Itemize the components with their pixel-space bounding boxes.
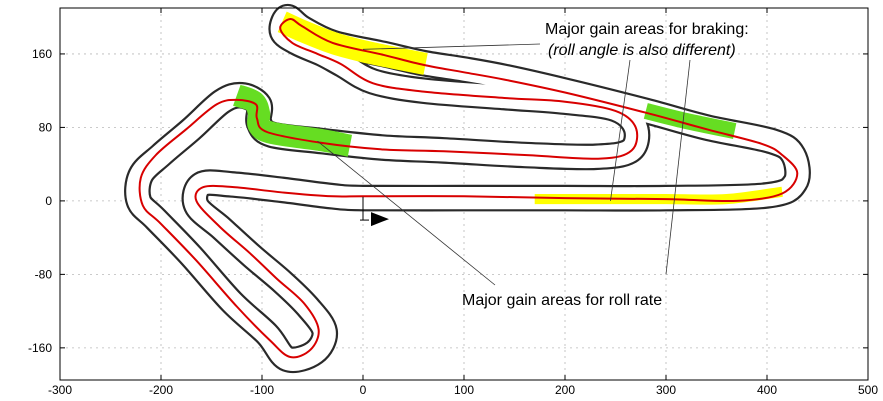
y-tick-label: -80: [35, 267, 53, 281]
x-tick-label: 400: [757, 383, 777, 397]
roll-rate-leader: [317, 140, 496, 286]
y-tick-label: 0: [45, 194, 52, 208]
braking-leader: [610, 59, 631, 201]
x-tick-label: 500: [858, 383, 878, 397]
axis-ticks: [59, 8, 869, 380]
racing-line: [138, 18, 799, 359]
roll-rate-highlight: [643, 103, 737, 140]
x-tick-label: 100: [454, 383, 474, 397]
y-tick-label: 80: [39, 120, 53, 134]
braking-leader: [362, 43, 541, 50]
x-tick-label: -200: [149, 383, 173, 397]
y-tick-label: -160: [28, 341, 52, 355]
y-tick-label: 160: [32, 47, 52, 61]
braking-annotation-title: Major gain areas for braking:: [545, 21, 749, 38]
x-tick-label: 300: [656, 383, 676, 397]
start-marker: [360, 196, 389, 227]
x-tick-label: 0: [360, 383, 367, 397]
racing-line-path: [138, 18, 799, 359]
annotation-leaders: [317, 43, 691, 286]
roll-rate-annotation: Major gain areas for roll rate: [462, 292, 662, 309]
braking-leader: [665, 59, 691, 275]
start-arrow: [371, 212, 389, 227]
tick-labels: -300 -200 -100 0 100 200 300 400 500 160 80 0 -80 -16…: [28, 47, 878, 397]
x-tick-label: -100: [250, 383, 274, 397]
braking-annotation-subtitle: (roll angle is also different): [548, 42, 736, 59]
x-tick-label: -300: [48, 383, 72, 397]
annotations: Major gain areas for braking: (roll angl…: [462, 21, 749, 309]
x-tick-label: 200: [555, 383, 575, 397]
